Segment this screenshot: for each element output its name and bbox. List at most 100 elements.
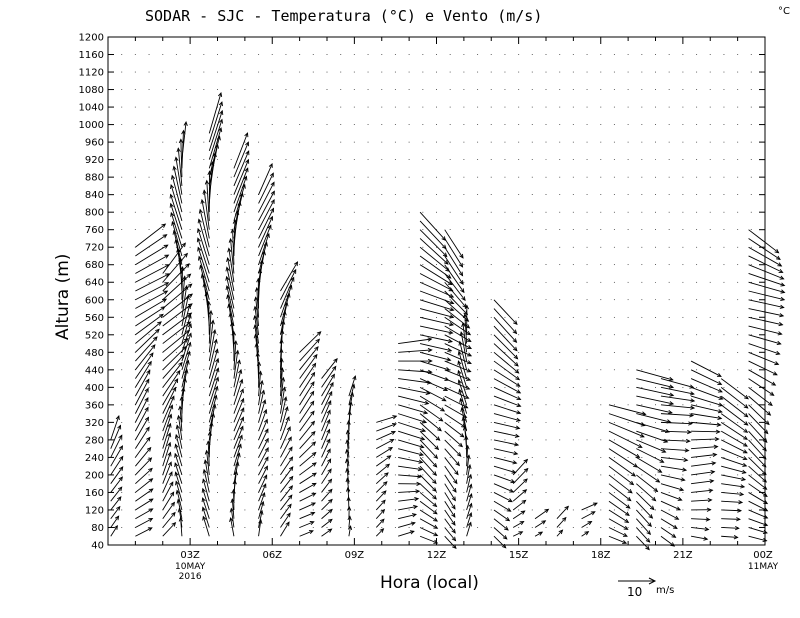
wind-vector [444,351,472,365]
wind-vector [419,500,438,515]
wind-vector-shaft [398,378,431,384]
wind-vector-shaft [748,360,778,376]
wind-vector-head [777,331,783,336]
wind-vector [636,404,673,415]
wind-vector-shaft [280,261,298,292]
wind-vector-shaft [280,285,292,318]
wind-vector [691,421,722,427]
wind-vector-head [183,337,189,343]
wind-vector [493,535,507,549]
wind-vector-head [676,506,682,511]
wind-vector-head [626,496,632,502]
wind-vector [375,472,389,485]
wind-vector-head [742,456,748,461]
wind-vector-head [313,353,318,359]
wind-vector-head [308,530,314,535]
wind-vector-shaft [258,483,267,502]
wind-vector-head [147,457,153,462]
wind-vector-shaft [258,475,268,493]
wind-vector-shaft [181,305,191,335]
wind-vector-head [263,418,268,424]
wind-vector-head [118,466,124,471]
wind-vector [280,512,291,528]
wind-vector [134,369,151,397]
wind-vector-shaft [233,184,246,222]
wind-vector [299,353,318,379]
wind-vector [162,491,175,511]
wind-vector [721,535,739,540]
wind-vector-shaft [201,274,210,309]
wind-vector-head [326,409,331,415]
wind-vector [181,121,188,160]
wind-vector [419,457,437,477]
wind-vector [444,273,466,302]
wind-vector-shaft [299,521,314,528]
wind-vector-shaft [419,264,453,285]
wind-vector-head [519,520,525,526]
wind-vector [134,416,149,441]
wind-vector-shaft [512,500,526,511]
chart-title: SODAR - SJC - Temperatura (°C) e Vento (… [145,7,542,25]
wind-vector-head [386,455,392,460]
wind-vector-shaft [230,508,235,528]
wind-vector [208,118,223,160]
wind-vector [636,421,671,434]
wind-vector-shaft [444,518,456,534]
wind-vector-head [263,465,268,471]
wind-vector-shaft [202,497,210,519]
wind-vector-shaft [660,439,690,442]
wind-vector [181,304,191,335]
wind-vector [748,500,769,512]
wind-vector-shaft [202,516,210,537]
wind-vector-shaft [233,159,249,195]
wind-vector-head [146,369,151,375]
wind-vector-shaft [208,110,223,152]
wind-vector-head [326,428,331,434]
wind-vector-head [763,522,769,527]
wind-vector [748,422,768,443]
wind-vector-shaft [493,492,513,503]
wind-vector [135,488,154,502]
wind-vector-shaft [419,378,448,391]
wind-vector-head [170,501,175,507]
wind-vector-head [514,442,520,447]
wind-vector-shaft [691,471,715,476]
wind-vector-head [458,271,464,277]
wind-vector [258,241,268,274]
wind-vector [299,390,315,414]
wind-vector [419,334,453,344]
wind-vector-head [468,493,473,499]
wind-vector-head [779,313,785,318]
wind-vector [162,511,176,528]
wind-vector-shaft [398,474,422,478]
wind-vector [171,220,183,257]
wind-vector-head [309,521,315,526]
wind-vector-shaft [208,92,222,134]
wind-vector-head [453,479,458,485]
wind-vector [608,500,630,516]
wind-vector-shaft [299,462,317,476]
wind-vector-shaft [690,360,722,377]
wind-vector-head [117,496,122,501]
wind-vector [457,350,468,379]
wind-vector-head [671,533,677,538]
wind-vector [233,132,249,169]
wind-vector-shaft [254,334,260,362]
wind-vector-shaft [636,448,664,463]
wind-vector [233,340,238,370]
wind-vector-head [186,273,192,279]
wind-vector [461,322,468,353]
wind-vector [690,369,723,385]
wind-vector-shaft [748,518,768,526]
wind-vector-head [514,433,520,438]
wind-vector [691,479,715,485]
wind-vector [398,504,419,511]
wind-vector-shaft [748,404,770,425]
wind-vector-shaft [299,492,316,502]
wind-vector-shaft [162,321,191,344]
wind-vector-shaft [720,439,748,454]
wind-vector-shaft [493,325,518,351]
x-tick-date: 11MAY [748,562,779,572]
wind-vector-shaft [204,460,210,484]
wind-vectors [110,92,786,551]
